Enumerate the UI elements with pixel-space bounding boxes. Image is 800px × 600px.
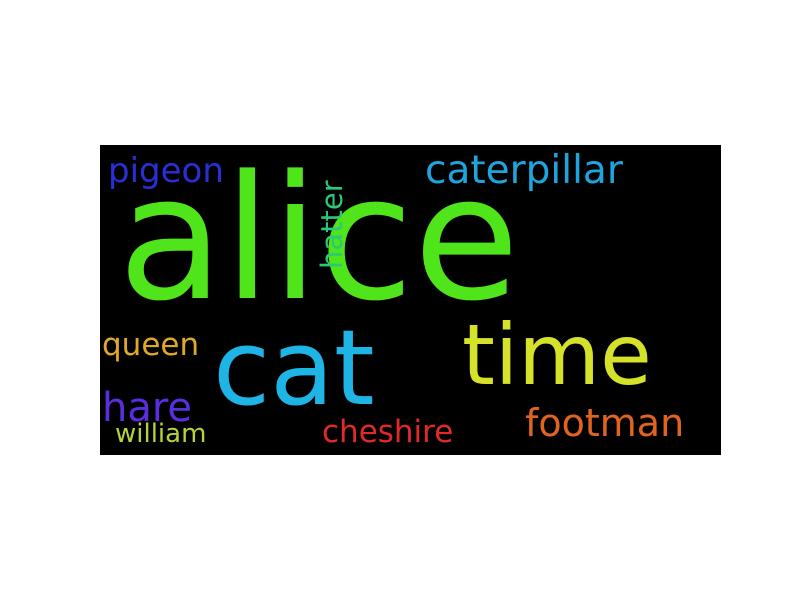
word-william: william [115,419,207,449]
word-cheshire: cheshire [322,414,454,450]
word-pigeon: pigeon [108,151,224,191]
word-time: time [462,306,652,404]
word-alice: alice [118,145,520,339]
word-hatter: hatter [315,180,349,269]
word-cloud: alice cat time caterpillar pigeon hatter… [100,145,721,455]
word-hare: hare [102,385,193,431]
word-footman: footman [525,401,685,445]
word-cat: cat [213,307,375,429]
word-queen: queen [102,327,200,363]
word-caterpillar: caterpillar [425,148,623,193]
